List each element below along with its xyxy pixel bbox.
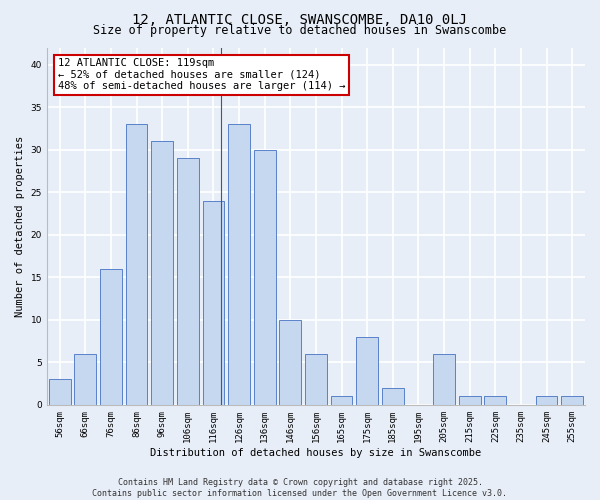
X-axis label: Distribution of detached houses by size in Swanscombe: Distribution of detached houses by size … (151, 448, 482, 458)
Bar (100, 268, 122, 405)
Bar (382, 388, 404, 405)
Bar (484, 396, 506, 405)
Bar (536, 396, 557, 405)
Text: 12, ATLANTIC CLOSE, SWANSCOMBE, DA10 0LJ: 12, ATLANTIC CLOSE, SWANSCOMBE, DA10 0LJ (133, 12, 467, 26)
Bar (331, 396, 352, 405)
Bar (561, 396, 583, 405)
Bar (228, 124, 250, 405)
Bar (74, 354, 96, 405)
Bar (280, 320, 301, 405)
Bar (49, 380, 71, 405)
Y-axis label: Number of detached properties: Number of detached properties (15, 136, 25, 317)
Bar (305, 354, 327, 405)
Bar (203, 200, 224, 405)
Bar (459, 396, 481, 405)
Bar (126, 124, 148, 405)
Bar (433, 354, 455, 405)
Bar (151, 141, 173, 405)
Bar (254, 150, 275, 405)
Text: Size of property relative to detached houses in Swanscombe: Size of property relative to detached ho… (94, 24, 506, 37)
Text: 12 ATLANTIC CLOSE: 119sqm
← 52% of detached houses are smaller (124)
48% of semi: 12 ATLANTIC CLOSE: 119sqm ← 52% of detac… (58, 58, 345, 92)
Bar (177, 158, 199, 405)
Text: Contains HM Land Registry data © Crown copyright and database right 2025.
Contai: Contains HM Land Registry data © Crown c… (92, 478, 508, 498)
Bar (356, 337, 378, 405)
